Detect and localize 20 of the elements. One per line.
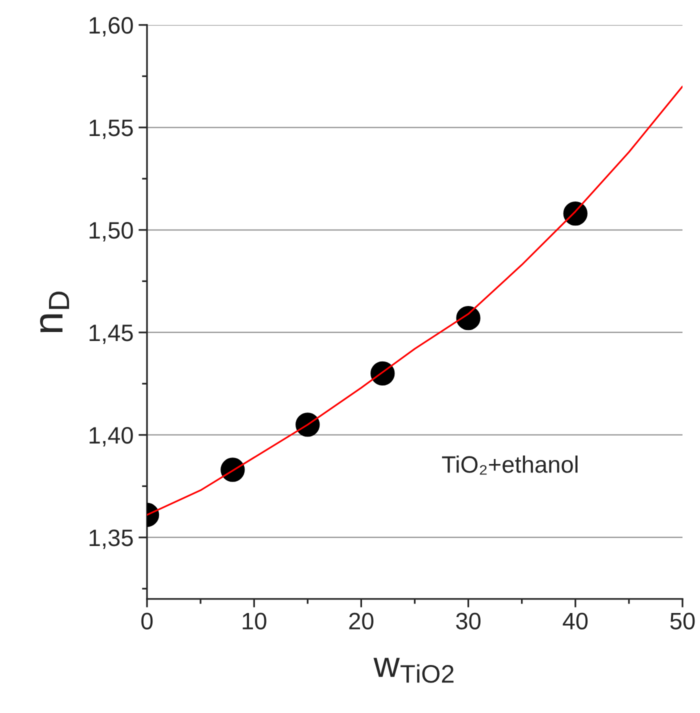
- x-tick-label: 50: [670, 612, 695, 630]
- y-tick-label: 1,45: [90, 324, 133, 344]
- point: [220, 458, 245, 482]
- y-tick-label: 1,50: [90, 222, 133, 242]
- x-axis-title: w$_{TiO2}$: [374, 658, 454, 683]
- x-tick-label: 0: [141, 612, 153, 630]
- point: [296, 412, 320, 437]
- point: [370, 361, 395, 386]
- y-axis-title: n$_{D}$: [40, 292, 70, 332]
- y-tick-label: 1,35: [90, 529, 133, 549]
- annotation: TiO₂+ethanol: [442, 456, 578, 475]
- point: [563, 201, 588, 226]
- y-tick-label: 1,60: [90, 17, 133, 37]
- x-tick-label: 30: [456, 612, 481, 630]
- x-tick-label: 20: [349, 612, 374, 630]
- x-tick-label: 10: [242, 612, 266, 630]
- point: [456, 306, 480, 330]
- x-tick-label: 40: [562, 612, 588, 630]
- y-tick-label: 1,40: [90, 427, 133, 447]
- y-tick-label: 1,55: [90, 120, 133, 140]
